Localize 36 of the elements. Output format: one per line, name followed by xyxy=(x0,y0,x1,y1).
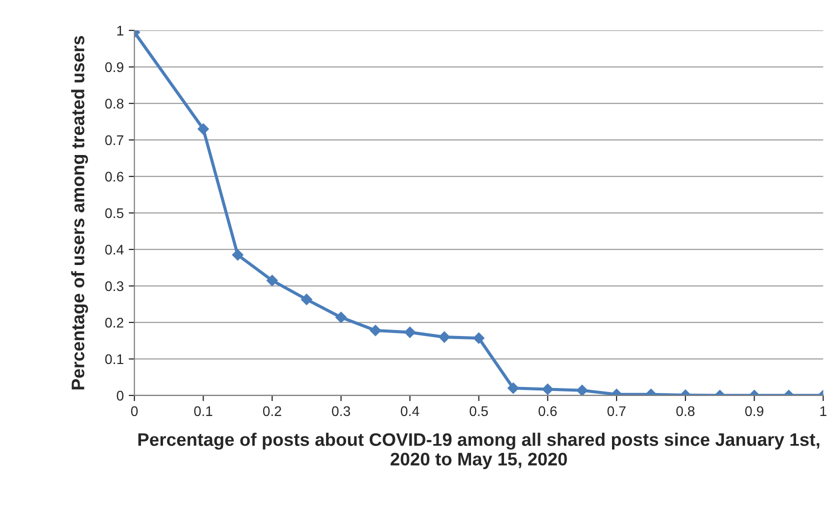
y-tick-label: 0.7 xyxy=(105,135,124,146)
x-tick-label: 0.1 xyxy=(194,406,212,416)
y-tick-label: 0.9 xyxy=(105,62,124,72)
point xyxy=(266,274,278,286)
point xyxy=(508,382,519,394)
point xyxy=(335,312,347,323)
x-tick-label: 0.9 xyxy=(745,406,764,416)
point xyxy=(576,384,588,396)
x-tick-label: 0 xyxy=(131,406,138,416)
point xyxy=(198,123,209,135)
x-tick-label: 0.7 xyxy=(607,406,626,416)
point xyxy=(473,332,484,344)
y-tick-label: 1 xyxy=(117,26,124,36)
point xyxy=(404,326,416,338)
point xyxy=(542,384,554,395)
x-tick-label: 0.3 xyxy=(332,406,350,416)
point xyxy=(300,294,312,306)
y-tick-label: 0.8 xyxy=(105,98,124,109)
x-tick-label: 1 xyxy=(820,406,826,416)
x-tick-label: 0.8 xyxy=(676,406,694,416)
x-tick-label: 0.2 xyxy=(263,406,282,416)
y-tick-label: 0.1 xyxy=(105,354,124,364)
x-tick-label: 0.6 xyxy=(538,406,557,416)
y-tick-label: 0 xyxy=(116,390,124,401)
y-tick-label: 0.6 xyxy=(105,172,124,182)
point xyxy=(232,249,244,261)
x-tick-label: 0.5 xyxy=(470,406,488,416)
point xyxy=(370,324,382,336)
y-axis-title: Percentage of users among treated users xyxy=(71,36,88,390)
x-axis-title: Percentage of posts about COVID-19 among all shared posts since January 1st, 2020 to May 15, 2020 xyxy=(138,432,820,470)
y-tick-label: 0.3 xyxy=(105,281,124,292)
y-tick-label: 0.2 xyxy=(105,318,124,328)
point xyxy=(438,331,450,343)
y-tick-label: 0.4 xyxy=(105,244,124,255)
y-tick-label: 0.5 xyxy=(105,208,124,218)
x-tick-label: 0.4 xyxy=(400,406,420,416)
